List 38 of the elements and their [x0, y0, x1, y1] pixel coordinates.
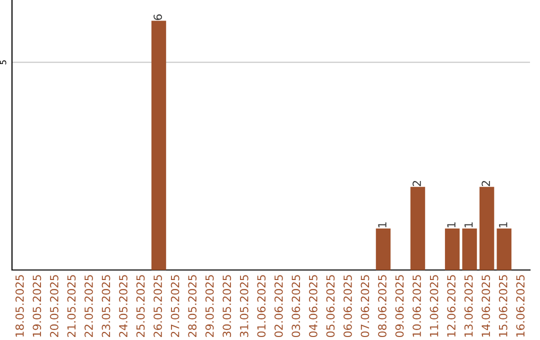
x-tick-label: 16.06.2025	[516, 275, 525, 337]
x-tick-label: 10.06.2025	[412, 275, 421, 337]
data-label: 1	[499, 222, 508, 228]
x-tick-label: 06.06.2025	[344, 275, 352, 338]
x-tick-label: 31.05.2025	[240, 275, 248, 337]
x-tick-label: 12.06.2025	[447, 275, 456, 337]
x-tick-label: 22.05.2025	[84, 275, 93, 337]
x-tick-label: 03.06.2025	[292, 275, 300, 338]
x-tick-label: 25.05.2025	[136, 275, 145, 337]
x-tick-label: 08.06.2025	[378, 275, 386, 338]
x-tick-label: 05.06.2025	[326, 275, 335, 338]
x-tick-label: 18.05.2025	[15, 275, 24, 337]
x-tick-label: 04.06.2025	[308, 275, 318, 338]
data-label: 2	[482, 180, 490, 186]
x-tick-label: 02.06.2025	[274, 275, 283, 338]
x-tick-label: 27.05.2025	[170, 275, 180, 337]
x-tick-label: 14.06.2025	[482, 275, 490, 337]
x-tick-label: 29.05.2025	[205, 275, 214, 337]
data-label: 1	[464, 222, 473, 228]
x-tick-label: 01.06.2025	[257, 275, 266, 338]
x-tick-label: 13.06.2025	[464, 275, 473, 337]
x-tick-label: 19.05.2025	[32, 275, 42, 337]
data-label: 1	[447, 222, 456, 228]
x-tick-label: 23.05.2025	[102, 275, 110, 337]
x-tick-label: 30.05.2025	[222, 275, 232, 337]
data-label: 1	[378, 222, 386, 228]
x-tick-label: 28.05.2025	[188, 275, 197, 337]
y-tick-label: 5	[0, 60, 6, 64]
x-tick-label: 21.05.2025	[67, 275, 76, 337]
x-tick-label: 11.06.2025	[430, 275, 438, 337]
x-tick-label: 24.05.2025	[119, 275, 128, 337]
data-label: 6	[154, 14, 162, 20]
x-tick-label: 09.06.2025	[395, 275, 404, 338]
data-label: 2	[412, 180, 421, 186]
x-tick-label: 20.05.2025	[50, 275, 58, 337]
x-tick-label: 26.05.2025	[154, 275, 162, 337]
x-tick-label: 07.06.2025	[360, 275, 370, 338]
x-tick-label: 15.06.2025	[498, 275, 508, 337]
